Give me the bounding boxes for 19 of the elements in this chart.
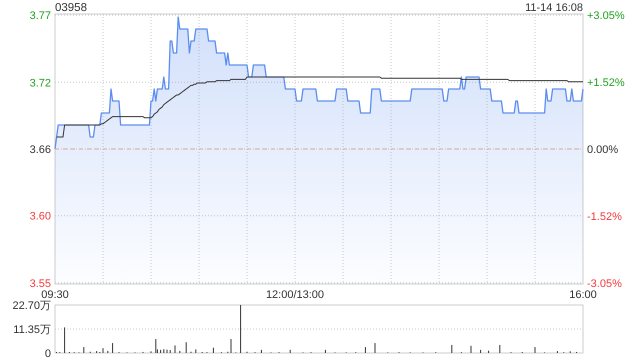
y2-tick-label: 0.00% (587, 144, 618, 156)
y-tick-label: 3.66 (30, 144, 51, 156)
annotation: 11-14 16:08 (525, 2, 583, 14)
y-tick-label: 3.77 (30, 10, 51, 22)
y2-tick-label: +3.05% (587, 10, 625, 22)
y2-tick-label: -1.52% (587, 210, 622, 223)
line-series (56, 76, 584, 138)
y-tick-label: 3.72 (30, 77, 51, 90)
x-tick-label: 12:00/13:00 (266, 289, 324, 301)
y-tick-label: 0 (44, 348, 51, 360)
y2-tick-label: +1.52% (587, 77, 625, 90)
chart-title: 03958 (55, 2, 87, 14)
x-tick-label: 09:30 (41, 289, 69, 301)
x-tick-label: 16:00 (569, 289, 597, 301)
y-tick-label: 3.55 (30, 278, 51, 290)
y-tick-label: 3.60 (30, 210, 51, 223)
y-tick-label: 11.35万 (13, 324, 51, 336)
y2-tick-label: -3.05% (587, 278, 622, 290)
y-tick-label: 22.70万 (12, 300, 51, 312)
